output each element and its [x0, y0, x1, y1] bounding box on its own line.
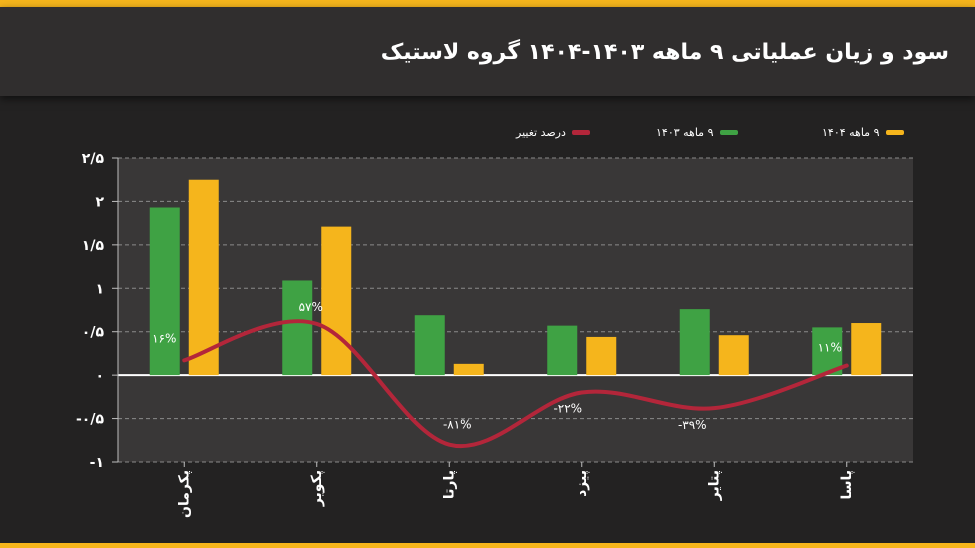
- legend-swatch-1404: [885, 129, 904, 135]
- change-data-label: ۵۷%: [299, 300, 323, 314]
- change-data-label: -۲۲%: [553, 402, 582, 416]
- x-category-label: پتایر: [706, 470, 722, 501]
- bar-1404: [586, 336, 617, 376]
- x-category-label: پاسا: [839, 470, 855, 500]
- header-bar: سود و زیان عملیاتی ۹ ماهه ۱۴۰۳-۱۴۰۴ گروه…: [0, 7, 975, 96]
- change-line: [182, 319, 849, 449]
- change-data-label: ۱۶%: [152, 331, 176, 345]
- legend-item-1404: ۹ ماهه ۱۴۰۴: [822, 125, 904, 139]
- x-category-label: پارتا: [441, 470, 457, 499]
- bar-1404: [718, 335, 749, 376]
- change-data-label: -۳۹%: [678, 418, 707, 432]
- bar-1403: [414, 315, 445, 376]
- y-tick-label: ۰: [95, 368, 104, 384]
- y-tick-label: ۱/۵: [82, 238, 105, 254]
- top-accent-stripe: [0, 0, 975, 7]
- bar-1403: [679, 309, 710, 376]
- bottom-accent-stripe: [0, 543, 975, 548]
- y-tick-label: ۱: [95, 281, 104, 297]
- bar-1404: [453, 363, 484, 376]
- legend-item-change: درصد تغییر: [516, 125, 590, 139]
- bar-1404: [188, 179, 219, 376]
- x-category-label: پکویر: [309, 470, 325, 507]
- legend-swatch-change: [571, 129, 590, 135]
- y-tick-label: ۲: [95, 194, 104, 210]
- chart-title: سود و زیان عملیاتی ۹ ماهه ۱۴۰۳-۱۴۰۴ گروه…: [380, 40, 949, 65]
- x-category-label: پکرمان: [176, 470, 192, 518]
- change-data-label: ۱۱%: [818, 341, 842, 355]
- bar-1403: [149, 207, 180, 376]
- legend-label-change: درصد تغییر: [516, 125, 566, 139]
- y-tick-label: ۲/۵: [82, 151, 105, 167]
- x-category-label: پیزد: [574, 470, 590, 497]
- bar-1403: [282, 280, 313, 376]
- bar-1404: [851, 323, 882, 376]
- change-data-label: -۸۱%: [443, 418, 472, 432]
- legend-swatch-1403: [719, 129, 738, 135]
- bar-1404: [321, 226, 352, 376]
- plot-area: [118, 158, 913, 462]
- y-tick-label: ۰/۵: [82, 325, 105, 341]
- y-tick-label: -۰/۵: [76, 412, 104, 428]
- legend-item-1403: ۹ ماهه ۱۴۰۳: [656, 125, 738, 139]
- bar-1403: [547, 325, 578, 376]
- legend-label-1404: ۹ ماهه ۱۴۰۴: [822, 125, 880, 139]
- y-tick-label: -۱: [90, 455, 104, 471]
- legend-label-1403: ۹ ماهه ۱۴۰۳: [656, 125, 714, 139]
